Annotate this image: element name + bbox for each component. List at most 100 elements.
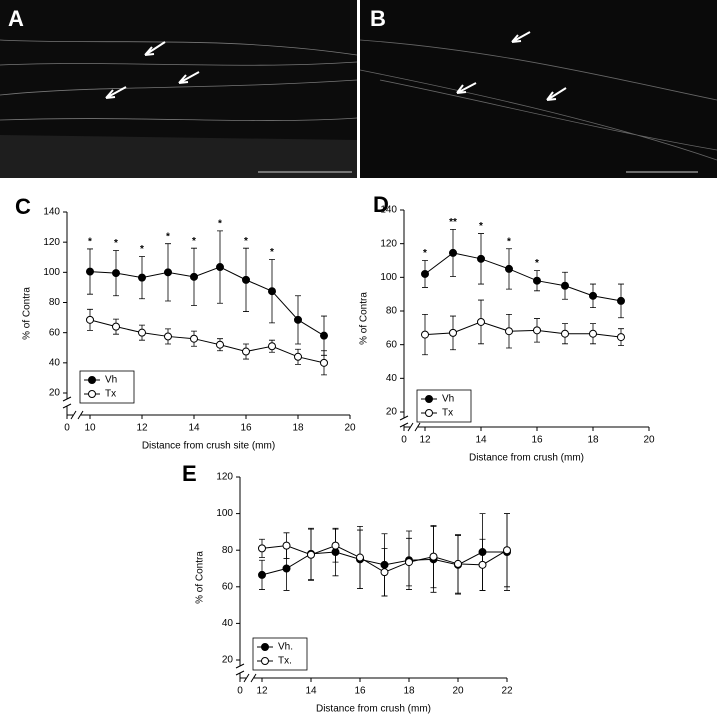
y-tick-label: 80 [49, 297, 61, 308]
y-tick-label: 120 [43, 237, 60, 248]
point [190, 272, 198, 281]
point [503, 546, 511, 555]
y-tick-label: 20 [222, 655, 234, 666]
annotation: ** [449, 217, 457, 228]
point [268, 342, 276, 351]
legend-label: Tx. [278, 656, 292, 667]
point [258, 570, 266, 579]
annotation: * [535, 258, 539, 269]
series-line [424, 321, 622, 338]
x-tick-label: 14 [475, 435, 487, 446]
annotation: * [140, 244, 144, 255]
x-tick-label: 12 [419, 435, 431, 446]
legend-box [79, 370, 135, 404]
legend-label: Tx [105, 389, 116, 400]
annotation: * [114, 238, 118, 249]
legend-marker [425, 409, 433, 417]
point [589, 329, 597, 338]
point [421, 269, 429, 278]
axis-break [399, 415, 409, 428]
point [589, 291, 597, 300]
series-line [424, 252, 622, 302]
point [561, 329, 569, 338]
legend-label: Tx [442, 408, 453, 419]
annotation: * [479, 221, 483, 232]
legend-label: Vh. [278, 642, 293, 653]
y-axis-title: % of Contra [359, 292, 370, 345]
point [477, 254, 485, 263]
x-tick-label: 0 [237, 686, 243, 697]
axis-break [62, 396, 72, 409]
point [405, 558, 413, 567]
point [86, 315, 94, 324]
annotation: * [218, 218, 222, 229]
x-tick-label: 20 [452, 686, 464, 697]
annotation: * [244, 236, 248, 247]
panel-label: D [373, 192, 389, 217]
x-tick-label: 16 [531, 435, 543, 446]
y-tick-label: 60 [222, 581, 234, 592]
axis-break [70, 410, 84, 420]
point [216, 340, 224, 349]
point [112, 322, 120, 331]
point [478, 560, 487, 569]
point [561, 281, 569, 290]
annotation: * [270, 247, 274, 258]
point [449, 328, 457, 337]
point [449, 248, 457, 257]
annotation: * [507, 236, 511, 247]
y-tick-label: 40 [49, 357, 61, 368]
point [356, 553, 364, 562]
x-tick-label: 22 [501, 686, 513, 697]
panel-label: A [8, 6, 24, 31]
axis-break [243, 673, 257, 683]
legend-label: Vh [105, 375, 117, 386]
point [617, 296, 625, 305]
point [112, 269, 120, 278]
x-tick-label: 12 [256, 686, 268, 697]
point [533, 276, 541, 285]
point [258, 544, 266, 553]
point [138, 328, 146, 337]
x-tick-label: 18 [403, 686, 415, 697]
point [617, 333, 625, 342]
micrograph-b: B [359, 0, 717, 178]
point [138, 273, 146, 282]
x-tick-label: 18 [292, 423, 304, 434]
point [454, 559, 462, 568]
micrograph-a: A [0, 0, 358, 178]
point [282, 564, 291, 573]
panel-label: C [15, 194, 31, 219]
point [242, 275, 250, 284]
point [307, 550, 315, 559]
point [216, 263, 224, 272]
point [380, 568, 389, 577]
point [331, 541, 340, 550]
y-tick-label: 100 [43, 267, 60, 278]
panel-label: E [182, 461, 197, 486]
point [190, 334, 198, 343]
y-tick-label: 80 [386, 306, 398, 317]
panel-label: B [370, 6, 386, 31]
y-tick-label: 100 [216, 508, 233, 519]
series-line [89, 319, 325, 364]
x-tick-label: 20 [344, 423, 356, 434]
chart: C 20 40 60 80 100 120 140 0 10 12 14 16 18 20 % of Cont… [15, 194, 356, 452]
x-axis-title: Distance from crush site (mm) [142, 441, 275, 452]
legend-marker [88, 376, 96, 384]
legend-marker [261, 643, 269, 651]
annotation: * [88, 237, 92, 248]
axis-break [235, 663, 245, 676]
point [86, 267, 94, 276]
annotation: * [423, 248, 427, 259]
y-axis-title: % of Contra [22, 287, 33, 340]
point [294, 352, 302, 361]
annotation: * [192, 236, 196, 247]
point [477, 317, 485, 326]
y-tick-label: 40 [386, 373, 398, 384]
y-tick-label: 140 [43, 207, 60, 218]
x-tick-label: 0 [401, 435, 407, 446]
legend-marker [88, 390, 96, 398]
x-tick-label: 14 [305, 686, 317, 697]
y-tick-label: 20 [49, 388, 61, 399]
